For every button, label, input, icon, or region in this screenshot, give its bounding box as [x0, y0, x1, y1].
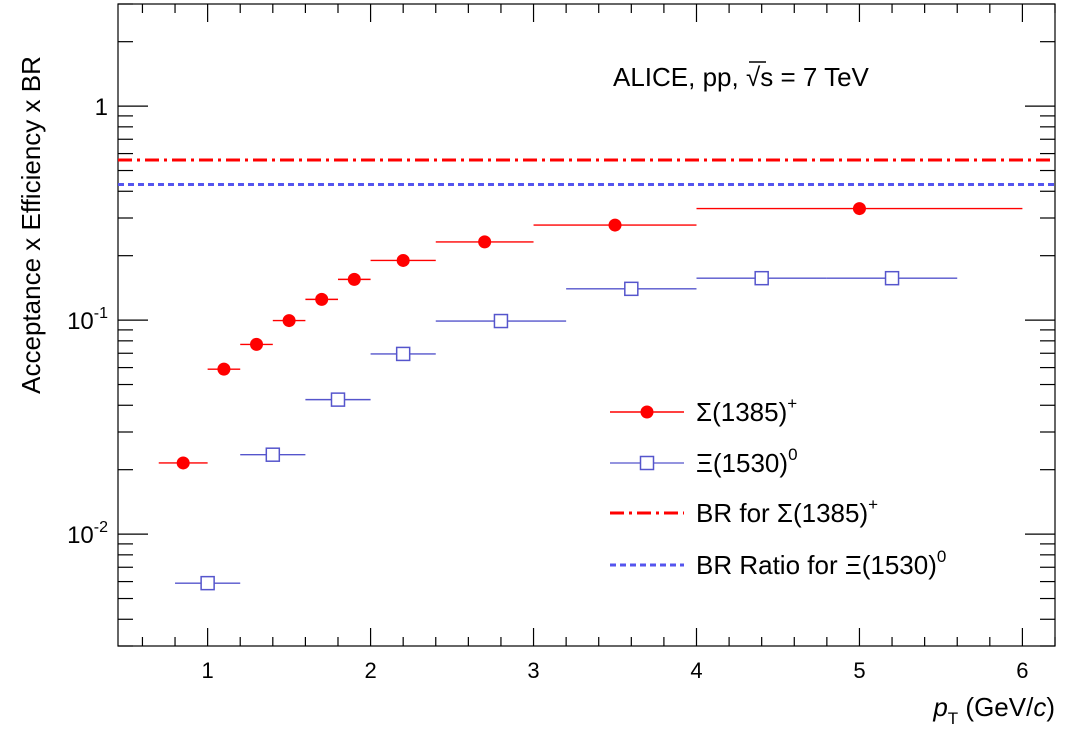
data-point — [493, 313, 509, 329]
data-point — [884, 270, 900, 286]
data-point — [250, 337, 264, 351]
y-axis-label: Acceptance x Efficiency x BR — [16, 56, 46, 394]
data-point — [315, 292, 329, 306]
legend: Σ(1385)+ Ξ(1530)0 BR for Σ(1385)+ BR Rat… — [610, 394, 946, 580]
data-series — [158, 202, 1023, 591]
x-axis-unit-pre: (GeV/ — [958, 692, 1034, 722]
data-point — [265, 447, 281, 462]
annotation-post: = 7 TeV — [773, 62, 869, 92]
x-tick-label: 1 — [202, 658, 214, 683]
data-point — [396, 253, 410, 267]
data-point — [330, 392, 346, 407]
legend-xi-name: Ξ(1530) — [696, 448, 788, 478]
legend-br-xi-label: BR Ratio for Ξ(1530)0 — [696, 547, 946, 580]
y-tick-exp: -1 — [94, 305, 108, 322]
plot-frame — [117, 3, 1056, 647]
y-tick-label: 10-2 — [67, 519, 108, 549]
data-point — [608, 218, 622, 232]
legend-entry-sigma: Σ(1385)+ — [610, 394, 797, 427]
legend-br-sigma-sup: + — [868, 495, 878, 514]
x-tick-label: 3 — [527, 658, 539, 683]
data-point — [852, 202, 866, 216]
data-point — [624, 281, 639, 297]
series-sigma — [158, 202, 1023, 470]
x-tick-label: 4 — [690, 658, 702, 683]
reference-lines — [118, 158, 1055, 187]
legend-sigma-name: Σ(1385) — [696, 397, 787, 427]
legend-br-sigma-name: BR for Σ(1385) — [696, 498, 868, 528]
y-tick-base: 1 — [95, 94, 108, 121]
annotation-pre: ALICE, pp, — [613, 62, 746, 92]
data-point — [347, 272, 361, 286]
data-point — [217, 362, 231, 376]
legend-xi-marker — [639, 455, 655, 471]
axis-ticks — [118, 3, 1056, 647]
annotation-root: √ — [746, 62, 761, 92]
data-point — [200, 575, 215, 591]
legend-entry-xi: Ξ(1530)0 — [610, 445, 798, 478]
legend-br-sigma-label: BR for Σ(1385)+ — [696, 495, 878, 528]
y-tick-label: 1 — [95, 94, 108, 121]
legend-br-xi-name: BR Ratio for Ξ(1530) — [696, 550, 937, 580]
data-point — [176, 456, 190, 470]
y-tick-base: 10 — [67, 308, 94, 335]
legend-sigma-sup: + — [787, 394, 797, 413]
legend-xi-sup: 0 — [788, 445, 797, 464]
x-axis-sub: T — [948, 709, 958, 728]
data-point — [282, 314, 296, 328]
y-tick-exp: -2 — [94, 519, 108, 536]
legend-entry-br-sigma: BR for Σ(1385)+ — [610, 495, 878, 528]
legend-entry-br-xi: BR Ratio for Ξ(1530)0 — [610, 547, 946, 580]
x-tick-label: 2 — [364, 658, 376, 683]
x-axis-unit-post: ) — [1046, 692, 1055, 722]
x-axis-var: p — [932, 692, 947, 722]
x-axis-unit-var: c — [1033, 692, 1046, 722]
data-point — [478, 235, 492, 249]
legend-sigma-label: Σ(1385)+ — [696, 394, 797, 427]
data-point — [754, 270, 769, 286]
legend-sigma-marker — [640, 405, 654, 419]
y-tick-label: 10-1 — [67, 305, 108, 335]
x-tick-label: 6 — [1016, 658, 1028, 683]
x-tick-label: 5 — [853, 658, 865, 683]
experiment-annotation: ALICE, pp, √s = 7 TeV — [613, 62, 870, 92]
data-point — [395, 346, 411, 362]
y-tick-base: 10 — [67, 522, 94, 549]
series-xi — [175, 270, 958, 591]
legend-br-xi-sup: 0 — [937, 547, 946, 566]
annotation-s: s — [760, 62, 773, 92]
legend-xi-label: Ξ(1530)0 — [696, 445, 798, 478]
x-axis-label: pT (GeV/c) — [932, 692, 1055, 728]
